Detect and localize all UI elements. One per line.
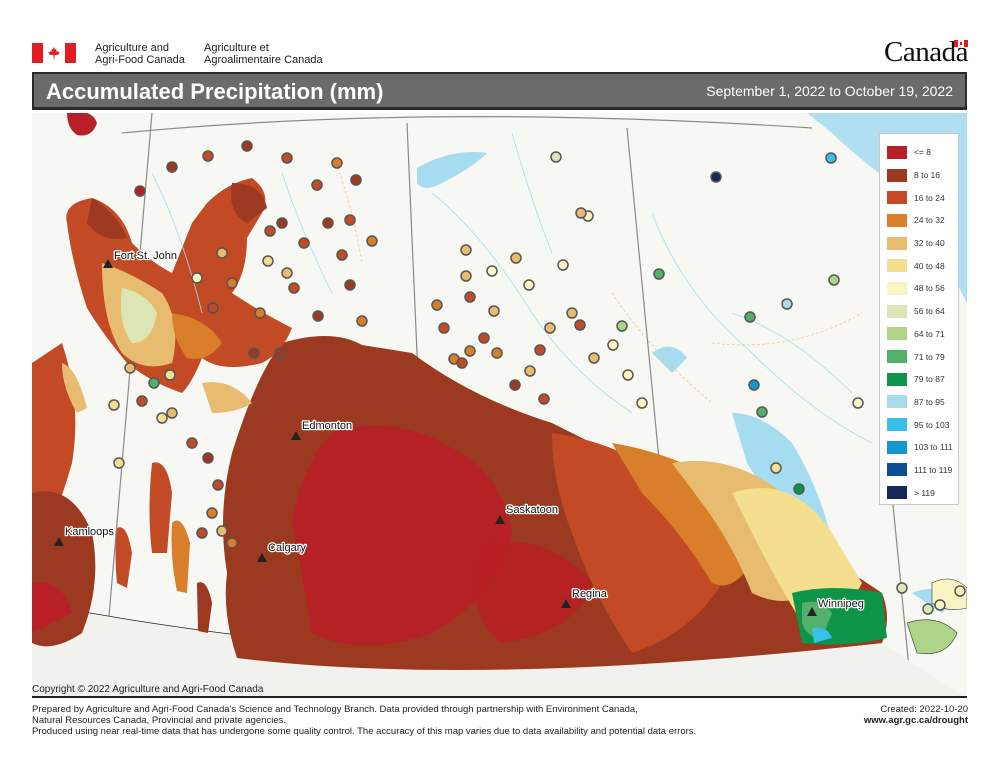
legend-swatch [887, 213, 907, 227]
legend-item: 64 to 71 [887, 323, 958, 346]
legend-swatch [887, 463, 907, 477]
footer-notes: Prepared by Agriculture and Agri-Food Ca… [32, 704, 697, 737]
legend-item: 48 to 56 [887, 277, 958, 300]
legend-swatch [887, 440, 907, 454]
legend-item: <= 8 [887, 141, 958, 164]
svg-text:Winnipeg: Winnipeg [818, 598, 864, 610]
svg-text:Fort St. John: Fort St. John [114, 250, 177, 262]
legend-item: 24 to 32 [887, 209, 958, 232]
svg-text:Regina: Regina [572, 588, 608, 600]
wordmark-flag-icon [954, 40, 968, 47]
copyright-notice: Copyright © 2022 Agriculture and Agri-Fo… [32, 684, 264, 695]
map-canvas: Fort St. John Edmonton Kamloops Calgary … [32, 113, 967, 696]
legend-swatch [887, 191, 907, 205]
legend-swatch [887, 350, 907, 364]
svg-text:Kamloops: Kamloops [65, 526, 114, 538]
city-calgary: Calgary [257, 541, 308, 562]
canada-wordmark: Canada [884, 36, 968, 68]
legend-swatch [887, 418, 907, 432]
legend-swatch [887, 395, 907, 409]
legend-item: 103 to 111 [887, 436, 958, 459]
city-saskatoon: Saskatoon [495, 503, 559, 524]
legend-item: 56 to 64 [887, 300, 958, 323]
department-name-english: Agriculture and Agri-Food Canada [95, 42, 185, 66]
legend-item: 40 to 48 [887, 254, 958, 277]
city-markers: Fort St. John Edmonton Kamloops Calgary … [54, 249, 865, 616]
legend-item: 87 to 95 [887, 391, 958, 414]
legend-swatch [887, 281, 907, 295]
date-range: September 1, 2022 to October 19, 2022 [706, 83, 953, 99]
legend-item: 71 to 79 [887, 345, 958, 368]
svg-text:Edmonton: Edmonton [302, 420, 352, 432]
city-edmonton: Edmonton [291, 419, 353, 440]
legend-item: 111 to 119 [887, 459, 958, 482]
drought-url-link[interactable]: www.agr.gc.ca/drought [863, 715, 968, 726]
legend-swatch [887, 372, 907, 386]
svg-text:Saskatoon: Saskatoon [506, 504, 558, 516]
department-name-french: Agriculture et Agroalimentaire Canada [204, 42, 323, 66]
legend-swatch [887, 304, 907, 318]
legend-item: 8 to 16 [887, 164, 958, 187]
lake-athabasca [417, 152, 487, 188]
legend-swatch [887, 236, 907, 250]
title-bar: Accumulated Precipitation (mm) September… [32, 72, 967, 110]
legend-swatch [887, 168, 907, 182]
footer-meta: Created: 2022-10-20 www.agr.gc.ca/drough… [864, 704, 968, 726]
legend-swatch [887, 486, 907, 500]
map-title: Accumulated Precipitation (mm) [46, 79, 384, 104]
legend-item: 95 to 103 [887, 413, 958, 436]
legend-item: 16 to 24 [887, 186, 958, 209]
header: Agriculture and Agri-Food Canada Agricul… [0, 0, 1000, 72]
field-le8 [292, 425, 512, 646]
svg-text:Calgary: Calgary [268, 542, 306, 554]
legend: <= 8 8 to 16 16 to 24 24 to 32 32 to 40 … [879, 133, 959, 505]
created-date: Created: 2022-10-20 [880, 704, 968, 715]
city-winnipeg: Winnipeg [807, 597, 865, 616]
city-kamloops: Kamloops [54, 525, 116, 546]
legend-swatch [887, 259, 907, 273]
legend-item: 79 to 87 [887, 368, 958, 391]
canada-flag-icon [32, 43, 76, 63]
city-regina: Regina [561, 587, 609, 608]
legend-item: > 119 [887, 481, 958, 504]
city-fort-st-john: Fort St. John [103, 249, 178, 268]
legend-swatch [887, 327, 907, 341]
legend-item: 32 to 40 [887, 232, 958, 255]
legend-swatch [887, 145, 907, 159]
precipitation-map[interactable]: Fort St. John Edmonton Kamloops Calgary … [32, 113, 967, 698]
station-points [108, 140, 966, 615]
